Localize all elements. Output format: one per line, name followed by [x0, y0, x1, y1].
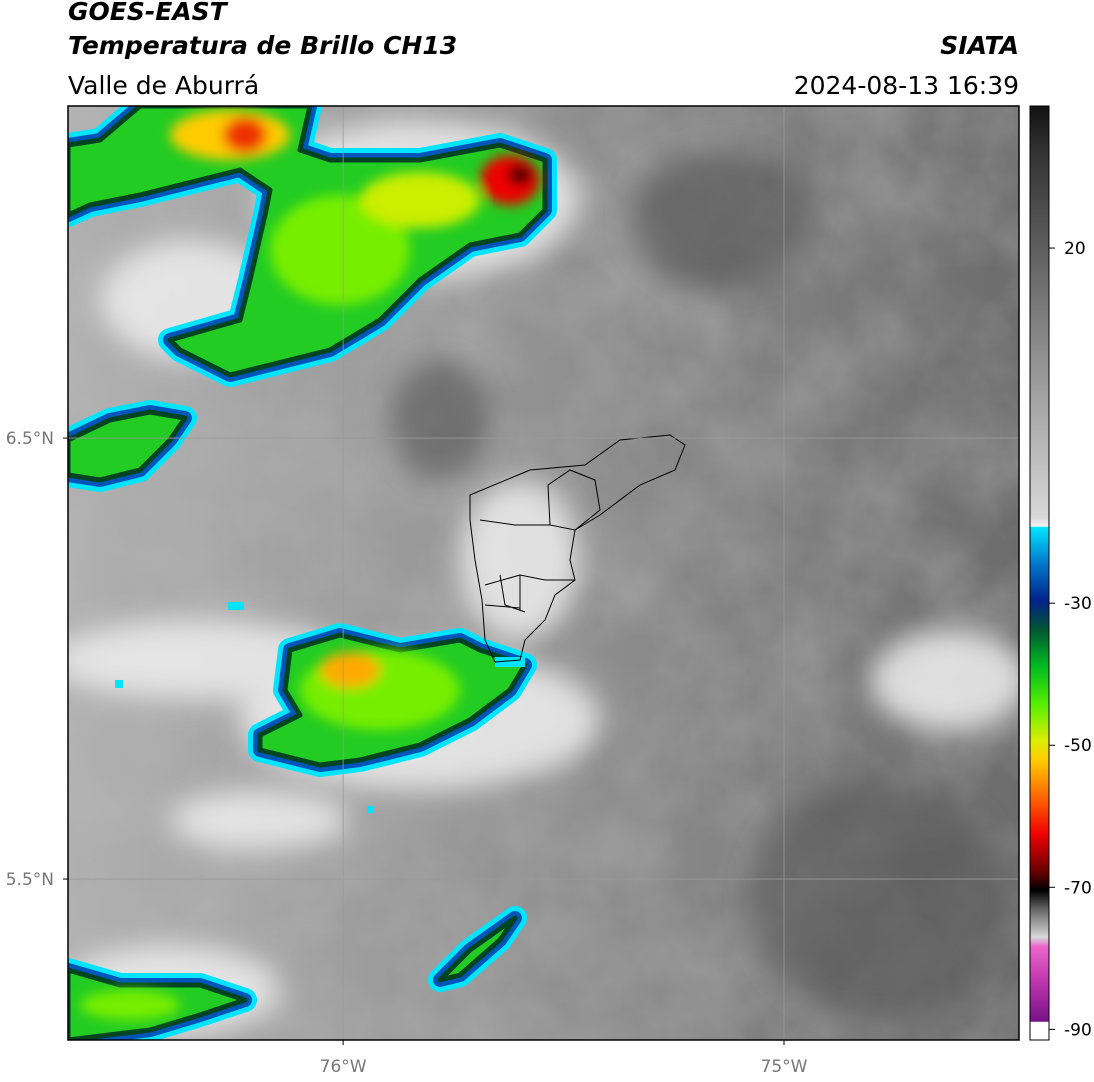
x-tick-label: 75°W — [761, 1057, 808, 1077]
region: Valle de Aburrá — [68, 71, 259, 100]
colorbar-tick-label: 20 — [1064, 239, 1086, 259]
colorbar-tick-label: -30 — [1064, 594, 1092, 614]
grid — [68, 106, 1019, 1040]
colorbar-tick-label: -70 — [1064, 878, 1092, 898]
map-frame — [67, 105, 1020, 1041]
colorbar-tick-label: -90 — [1064, 1020, 1092, 1040]
colorbar — [1029, 105, 1050, 1041]
subtitle: Temperatura de Brillo CH13 — [68, 31, 457, 60]
y-tick-label: 6.5°N — [6, 429, 54, 449]
small-cloud-cells — [115, 602, 525, 813]
y-tick-label: 5.5°N — [6, 870, 54, 890]
municipal-boundaries — [469, 434, 686, 663]
cloud-tops — [68, 106, 545, 1040]
x-tick-label: 76°W — [320, 1057, 367, 1077]
colorbar-tick-label: -50 — [1064, 736, 1092, 756]
satellite-image — [68, 106, 1019, 1040]
title: GOES-EAST — [68, 0, 229, 26]
datetime: 2024-08-13 16:39 — [794, 71, 1019, 100]
source: SIATA — [940, 31, 1019, 60]
